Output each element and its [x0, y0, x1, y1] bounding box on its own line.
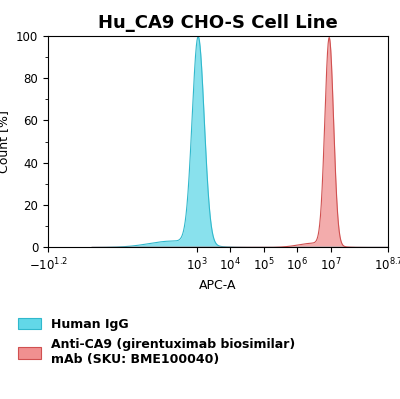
Legend: Human IgG, Anti-CA9 (girentuximab biosimilar)
mAb (SKU: BME100040): Human IgG, Anti-CA9 (girentuximab biosim… — [14, 313, 300, 371]
Title: Hu_CA9 CHO-S Cell Line: Hu_CA9 CHO-S Cell Line — [98, 14, 338, 32]
Y-axis label: Count [%]: Count [%] — [0, 110, 10, 173]
X-axis label: APC-A: APC-A — [199, 279, 237, 292]
